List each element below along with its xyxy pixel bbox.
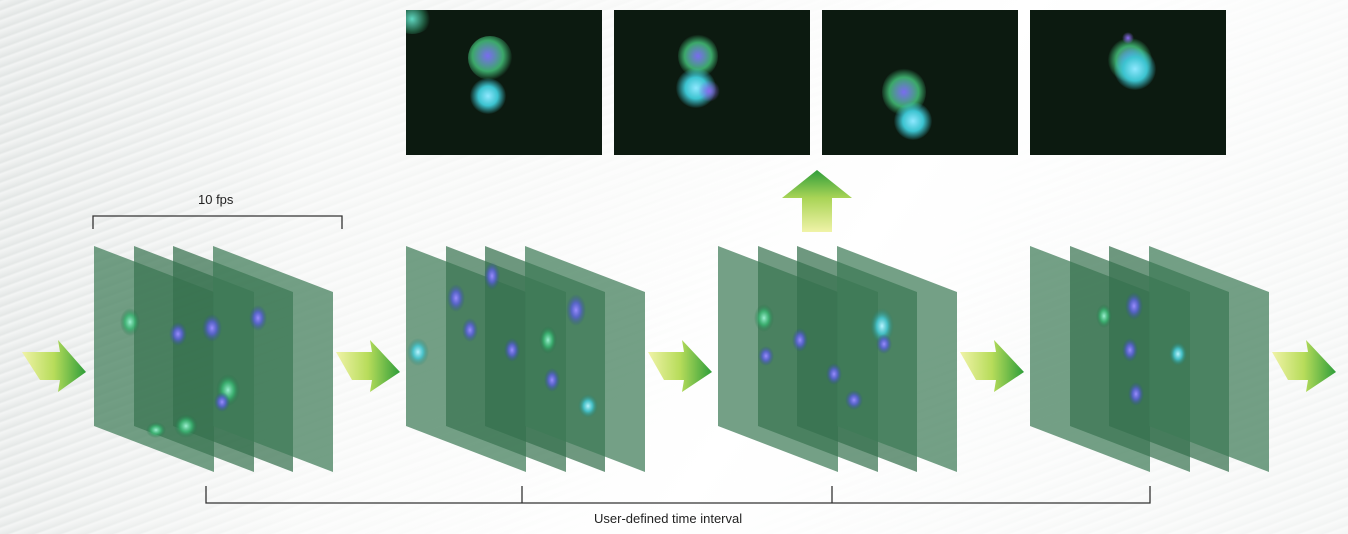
cell bbox=[758, 346, 774, 366]
cell bbox=[792, 328, 808, 352]
microscopy-thumbnail-2 bbox=[614, 10, 810, 155]
focal-plane bbox=[1149, 246, 1269, 472]
cell bbox=[174, 414, 198, 438]
cell bbox=[407, 338, 429, 366]
cell bbox=[1096, 304, 1112, 328]
frame-rate-label: 10 fps bbox=[198, 192, 234, 207]
cell bbox=[1125, 292, 1143, 320]
right-arrow-icon bbox=[960, 340, 1024, 392]
cell bbox=[462, 318, 478, 342]
image-stack-3 bbox=[718, 246, 957, 472]
image-stack-1 bbox=[94, 246, 333, 472]
cell bbox=[826, 363, 842, 385]
cell bbox=[870, 308, 894, 344]
right-arrow-icon bbox=[648, 340, 712, 392]
right-arrow-icon bbox=[1272, 340, 1336, 392]
cell bbox=[578, 394, 598, 418]
focal-plane bbox=[213, 246, 333, 472]
cell bbox=[447, 284, 465, 312]
cell bbox=[544, 368, 560, 392]
time-interval-bracket bbox=[205, 486, 1151, 504]
microscopy-thumbnail-4 bbox=[1030, 10, 1226, 155]
microscopy-thumbnail-1 bbox=[406, 10, 602, 155]
right-arrow-icon bbox=[22, 340, 86, 392]
cell bbox=[146, 422, 166, 438]
focal-plane bbox=[525, 246, 645, 472]
cell bbox=[202, 314, 222, 342]
cell bbox=[539, 326, 557, 354]
focal-plane bbox=[837, 246, 957, 472]
up-arrow-icon bbox=[782, 170, 852, 232]
cell bbox=[876, 334, 892, 354]
cell bbox=[484, 262, 500, 290]
image-stack-2 bbox=[406, 246, 645, 472]
cell bbox=[845, 390, 863, 410]
microscopy-thumbnail-3 bbox=[822, 10, 1018, 155]
time-interval-label: User-defined time interval bbox=[594, 511, 743, 526]
cell bbox=[120, 308, 140, 336]
image-stack-4 bbox=[1030, 246, 1269, 472]
cell bbox=[504, 338, 520, 362]
cell bbox=[214, 392, 230, 412]
cell bbox=[249, 305, 267, 331]
cell bbox=[1128, 382, 1144, 406]
cell bbox=[1122, 338, 1138, 362]
cell bbox=[754, 304, 774, 332]
cell bbox=[169, 322, 187, 346]
cell bbox=[1169, 342, 1187, 366]
cell bbox=[566, 294, 586, 326]
right-arrow-icon bbox=[336, 340, 400, 392]
frame-rate-bracket bbox=[92, 215, 343, 229]
